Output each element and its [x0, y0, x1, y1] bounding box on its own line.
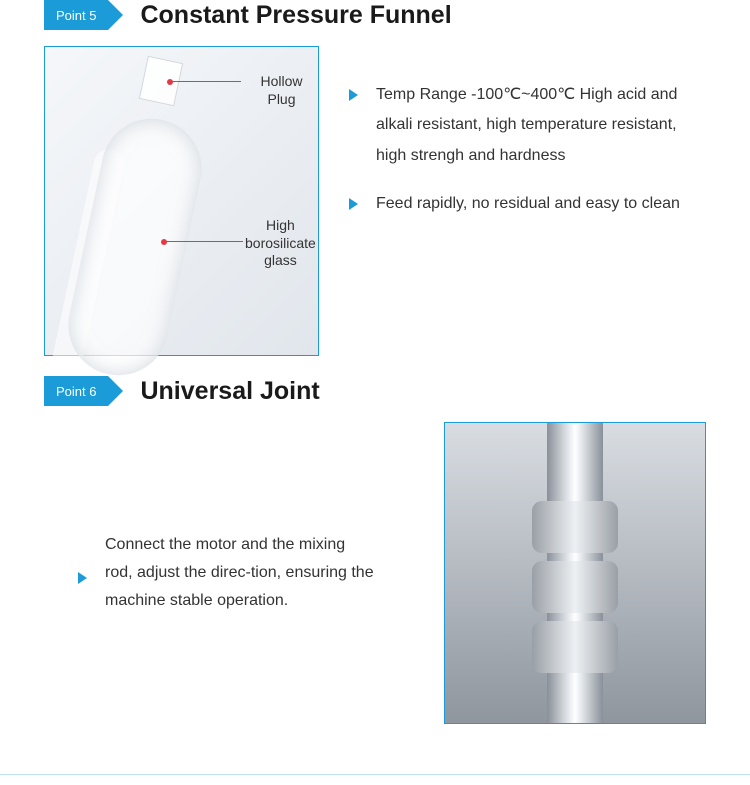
- annotation-dot-plug: [167, 79, 173, 85]
- joint-knuckle-bottom: [532, 621, 618, 673]
- feature-item: Temp Range -100℃~400℃ High acid and alka…: [349, 80, 706, 171]
- description-block: Connect the motor and the mixing rod, ad…: [44, 531, 374, 615]
- bullet-icon: [78, 572, 87, 584]
- section-title: Constant Pressure Funnel: [140, 1, 451, 30]
- annotation-plug: Hollow Plug: [245, 73, 318, 108]
- content-row: Connect the motor and the mixing rod, ad…: [0, 422, 750, 724]
- feature-text: Feed rapidly, no residual and easy to cl…: [376, 189, 680, 219]
- feature-text: Temp Range -100℃~400℃ High acid and alka…: [376, 80, 706, 171]
- section-header: Point 6 Universal Joint: [0, 376, 750, 406]
- point-badge-5: Point 5: [44, 0, 108, 30]
- feature-list: Temp Range -100℃~400℃ High acid and alka…: [349, 46, 706, 238]
- joint-knuckle-top: [532, 501, 618, 553]
- annotation-dot-glass: [161, 239, 167, 245]
- content-row: Hollow Plug High borosilicate glass Temp…: [0, 46, 750, 356]
- feature-item: Feed rapidly, no residual and easy to cl…: [349, 189, 706, 219]
- bullet-icon: [349, 198, 358, 210]
- section-funnel: Point 5 Constant Pressure Funnel Hollow …: [0, 0, 750, 376]
- joint-knuckle-mid: [532, 561, 618, 613]
- funnel-image: Hollow Plug High borosilicate glass: [44, 46, 319, 356]
- description-text: Connect the motor and the mixing rod, ad…: [105, 531, 374, 615]
- point-badge-label: Point 5: [56, 8, 96, 23]
- section-title: Universal Joint: [140, 377, 319, 406]
- bottom-divider: [0, 774, 750, 775]
- point-badge-6: Point 6: [44, 376, 108, 406]
- bullet-icon: [349, 89, 358, 101]
- annotation-glass: High borosilicate glass: [245, 217, 316, 270]
- section-joint: Point 6 Universal Joint Connect the moto…: [0, 376, 750, 744]
- annotation-line-glass: [165, 241, 243, 242]
- point-badge-label: Point 6: [56, 384, 96, 399]
- section-header: Point 5 Constant Pressure Funnel: [0, 0, 750, 30]
- joint-image: [444, 422, 706, 724]
- annotation-line-plug: [171, 81, 241, 82]
